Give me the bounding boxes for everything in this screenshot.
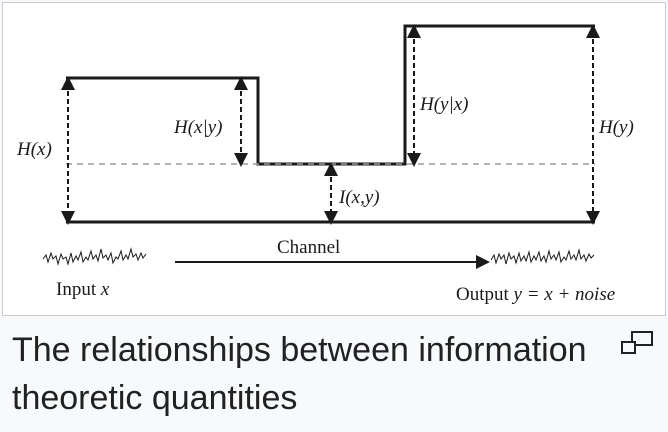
channel-label: Channel <box>277 237 340 258</box>
hxy-label: H(x|y) <box>173 117 222 138</box>
output-prefix: Output <box>456 284 514 305</box>
ixy-label: I(x,y) <box>338 187 380 208</box>
input-prefix: Input <box>56 279 101 300</box>
hy-label: H(y) <box>598 117 634 138</box>
input-var: x <box>100 279 110 300</box>
input-signal-waveform <box>42 247 147 266</box>
output-signal-waveform <box>490 248 595 265</box>
hyx-label: H(y|x) <box>419 94 468 115</box>
information-theory-diagram: H(x) H(x|y) H(y|x) H(y) I(x,y) Channel I… <box>16 24 634 305</box>
diagram-image[interactable]: H(x) H(x|y) H(y|x) H(y) I(x,y) Channel I… <box>2 2 666 316</box>
output-expression: y = x + noise <box>512 284 616 305</box>
hx-label: H(x) <box>16 139 52 160</box>
entropy-profile-line <box>66 24 595 166</box>
input-label: Input x <box>56 279 110 300</box>
enlarge-button[interactable] <box>620 330 654 356</box>
output-label: Output y = x + noise <box>456 284 615 305</box>
figure-caption: The relationships between information th… <box>12 331 587 417</box>
enlarge-icon <box>621 331 653 354</box>
